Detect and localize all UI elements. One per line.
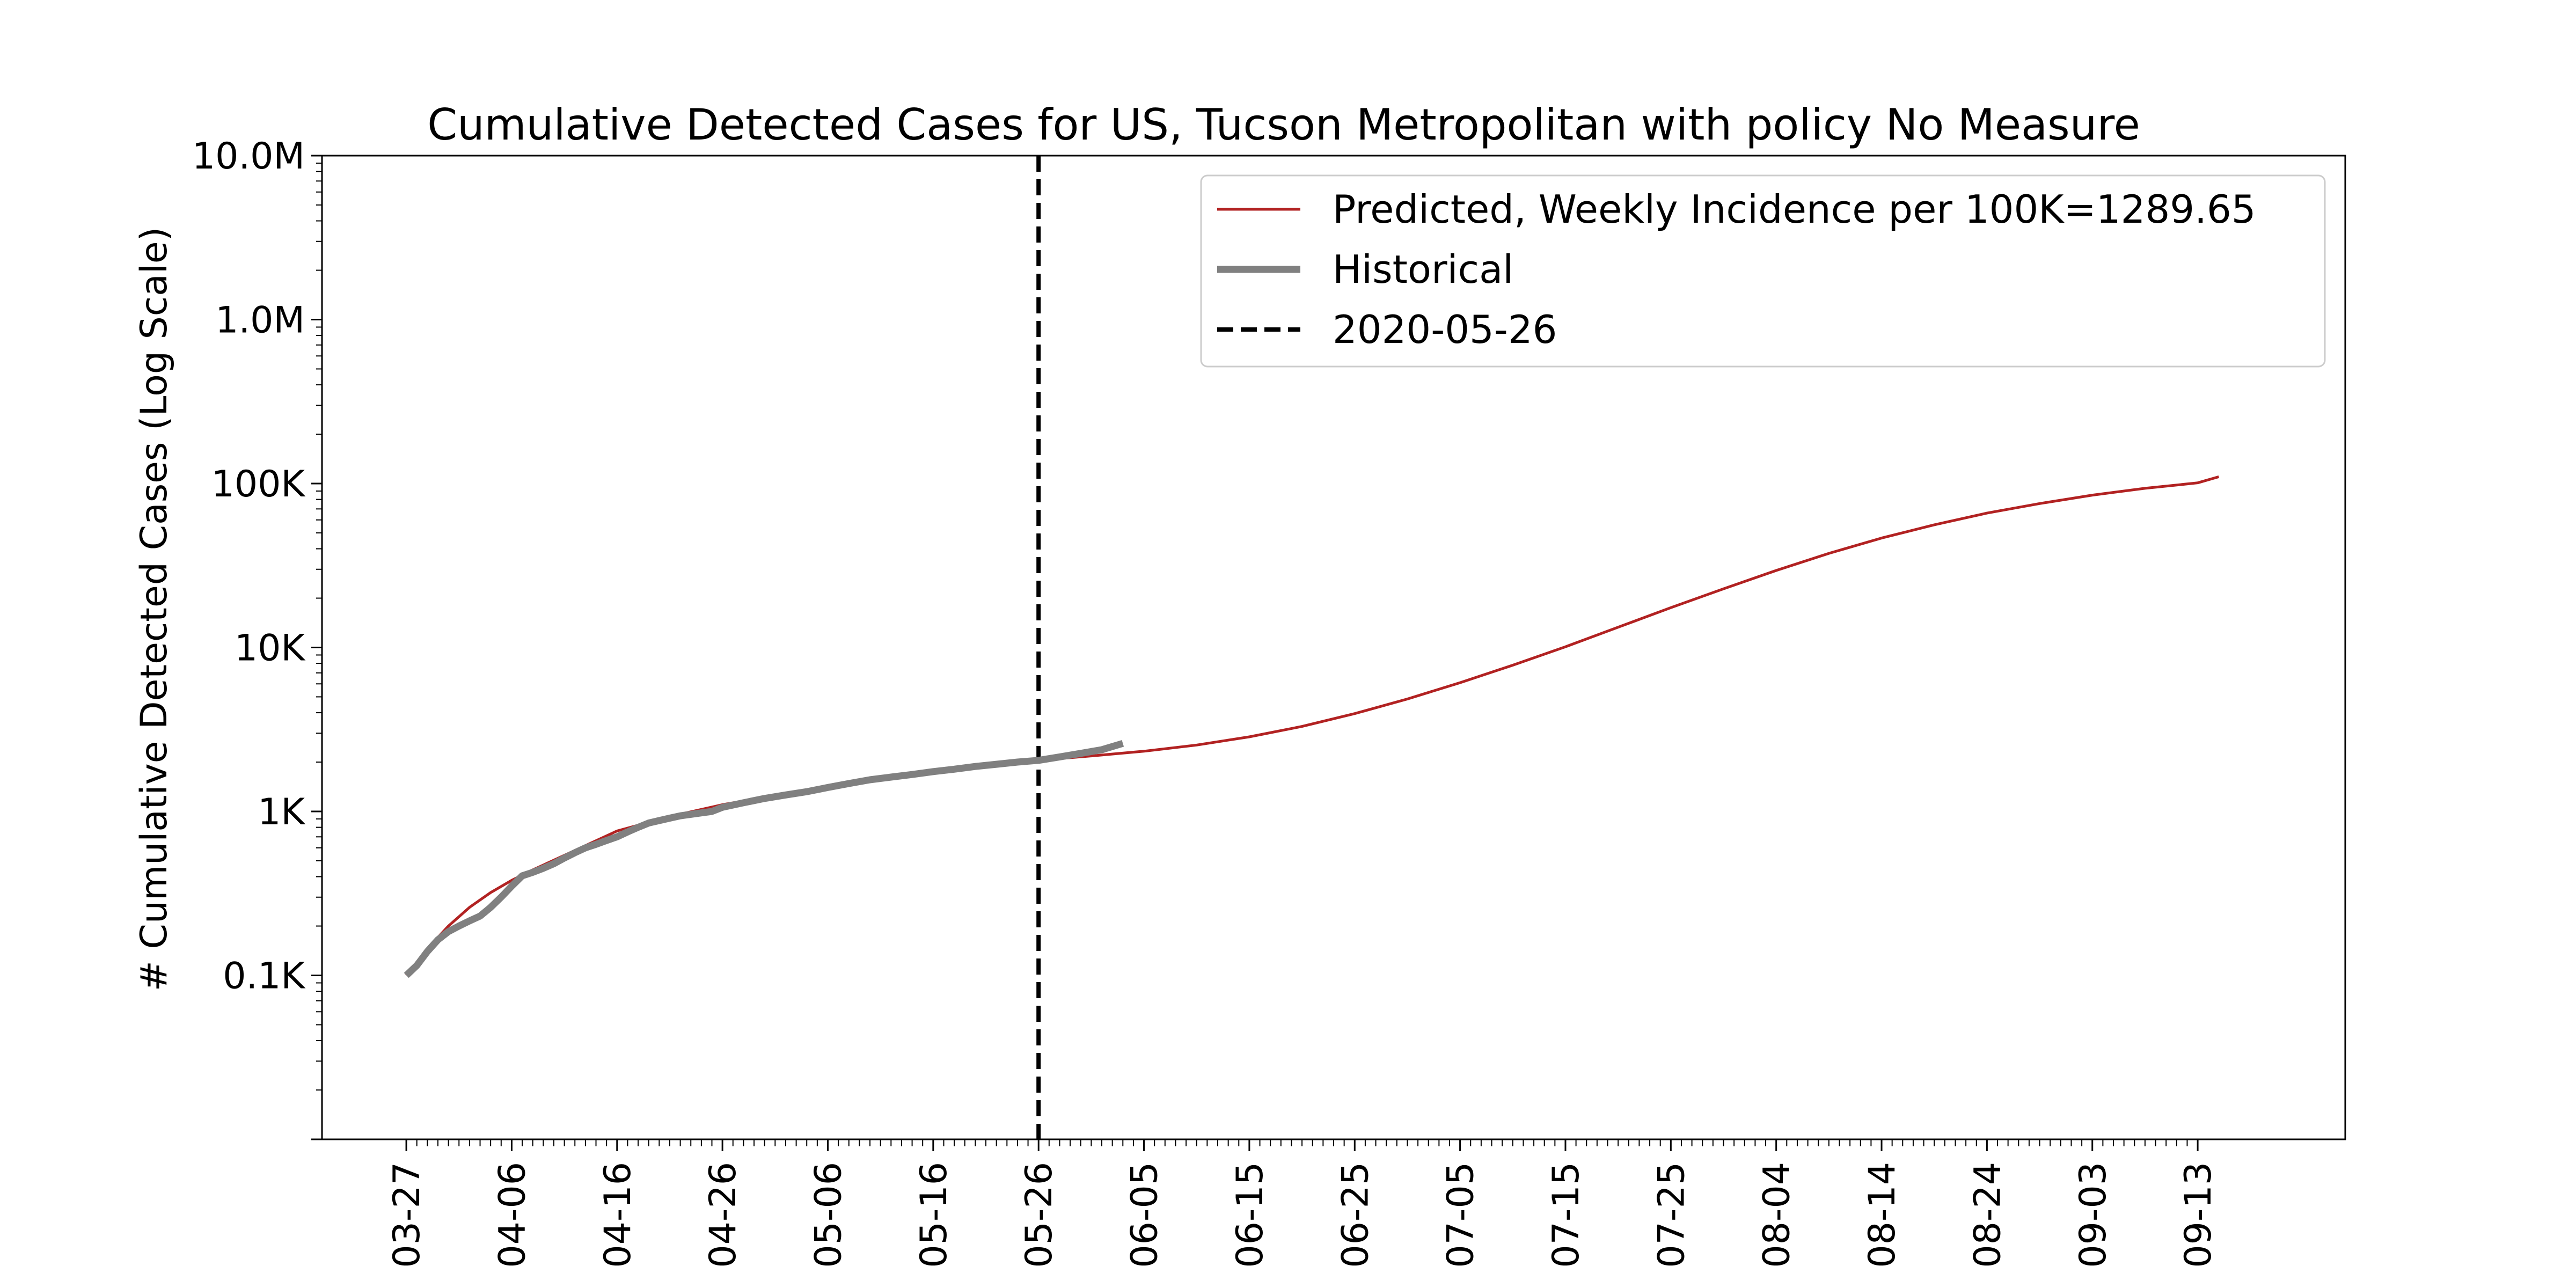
x-tick-label: 06-05 xyxy=(1124,1162,1166,1268)
legend-item-historical: Historical xyxy=(1217,247,1513,292)
x-tick-label: 04-16 xyxy=(597,1162,639,1268)
y-tick-label: 1.0M xyxy=(215,299,305,342)
x-tick-label: 08-24 xyxy=(1966,1162,2009,1268)
legend: Predicted, Weekly Incidence per 100K=128… xyxy=(1200,174,2326,368)
legend-label: 2020-05-26 xyxy=(1333,307,1557,352)
y-axis-label: # Cumulative Detected Cases (Log Scale) xyxy=(133,227,175,991)
legend-box xyxy=(1200,174,2326,368)
x-tick-label: 05-06 xyxy=(808,1162,850,1268)
x-tick-label: 07-15 xyxy=(1545,1162,1587,1268)
legend-label: Predicted, Weekly Incidence per 100K=128… xyxy=(1333,187,2256,232)
x-tick-label: 09-13 xyxy=(2177,1162,2220,1268)
y-tick-label: 0.1K xyxy=(223,955,306,998)
x-tick-label: 04-06 xyxy=(491,1162,533,1268)
x-tick-label: 04-26 xyxy=(702,1162,744,1268)
y-tick-label: 1K xyxy=(258,791,306,833)
chart-title: Cumulative Detected Cases for US, Tucson… xyxy=(427,100,2140,150)
x-tick-label: 03-27 xyxy=(386,1162,428,1268)
y-tick-label: 10K xyxy=(235,627,306,670)
x-tick-label: 05-26 xyxy=(1018,1162,1060,1268)
x-tick-label: 09-03 xyxy=(2072,1162,2114,1268)
x-tick-label: 05-16 xyxy=(913,1162,955,1268)
x-tick-label: 08-14 xyxy=(1861,1162,1904,1268)
x-tick-label: 06-15 xyxy=(1229,1162,1271,1268)
legend-item-predicted: Predicted, Weekly Incidence per 100K=128… xyxy=(1217,187,2256,232)
x-tick-label: 07-25 xyxy=(1650,1162,1693,1268)
y-tick-label: 100K xyxy=(211,463,306,506)
x-tick-label: 06-25 xyxy=(1334,1162,1377,1268)
x-tick-label: 07-05 xyxy=(1440,1162,1482,1268)
x-tick-label: 08-04 xyxy=(1756,1162,1798,1268)
series-line-historical xyxy=(404,740,1124,978)
y-tick-label: 10.0M xyxy=(192,135,305,178)
legend-item-reference-date: 2020-05-26 xyxy=(1217,307,1557,352)
legend-label: Historical xyxy=(1333,247,1513,292)
